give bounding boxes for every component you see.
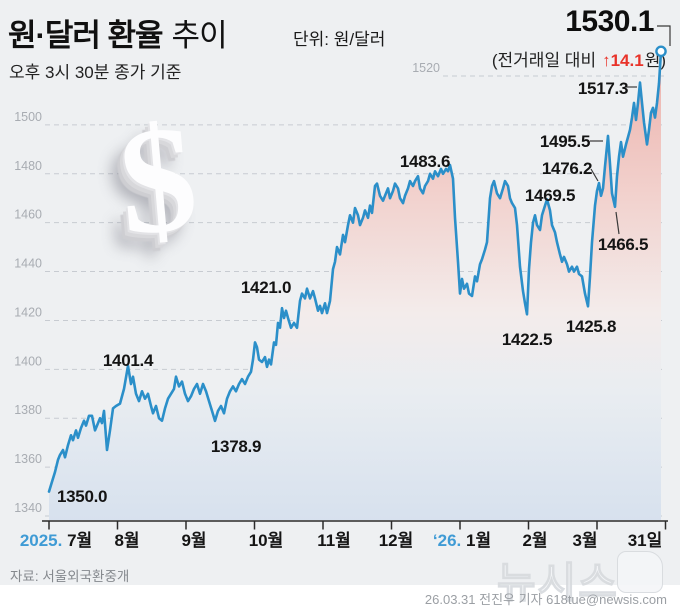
x-axis-label-5: 12월: [379, 531, 414, 550]
x-axis-label-4: 11월: [317, 531, 351, 550]
y-axis-label-1340: 1340: [14, 501, 42, 515]
subtitle: 오후 3시 30분 종가 기준: [9, 63, 182, 82]
series: [47, 45, 667, 521]
axes: 2025. 7월 8월 9월 10월 11월 12월 ‘26. 1월 2월 3월 31일: [20, 520, 668, 550]
x-axis-label-6: ‘26. 1월: [433, 531, 491, 550]
connector-1476: [590, 168, 599, 182]
delta-prefix: (전거래일 대비: [491, 51, 597, 70]
x-axis-label-7: 2월: [522, 531, 547, 550]
y-axis-label-1360: 1360: [14, 452, 42, 466]
y-axis-label-1460: 1460: [14, 208, 42, 222]
page-title: 원·달러 환율 추이: [8, 10, 228, 55]
area-fill: [49, 51, 661, 521]
connector-1530: [657, 25, 671, 46]
y-axis-label-1420: 1420: [14, 305, 42, 319]
newsis-logo-mark: [617, 551, 663, 593]
source-note: 자료: 서울외국환중개: [10, 569, 130, 584]
annotation-connectors: [590, 25, 671, 235]
bottom-white-strip: [0, 585, 680, 613]
y-axis-label-1400: 1400: [14, 354, 42, 368]
up-arrow-icon: ↑14.1: [602, 51, 644, 70]
x-axis-label-8: 3월: [572, 531, 597, 550]
x-axis-label-2: 9월: [181, 531, 206, 550]
newsis-watermark: 뉴시스: [496, 558, 619, 606]
current-value: 1530.1: [565, 5, 654, 38]
y-axis-label-1440: 1440: [14, 257, 42, 271]
connector-1466: [615, 211, 620, 235]
gridlines: 1340 1360 1380 1400 1420 1440 1460 1480 1500 1520: [14, 61, 666, 517]
y-axis-label-1380: 1380: [14, 403, 42, 417]
y-axis-label-1480: 1480: [14, 159, 42, 173]
title-main: 원·달러 환율: [8, 18, 164, 53]
latest-point-marker: [655, 45, 667, 58]
y-axis-label-1520: 1520: [412, 61, 440, 75]
x-axis-label-9: 31일: [628, 531, 663, 550]
x-axis-label-3: 10월: [249, 531, 284, 550]
y-axis-label-1500: 1500: [14, 110, 42, 124]
dollar-sign-icon: $: [112, 93, 204, 267]
byline-credit: 26.03.31 전진우 기자 618tue@newsis.com: [424, 592, 667, 607]
title-sub: 추이: [171, 18, 228, 53]
x-axis-label-1: 8월: [114, 531, 139, 550]
unit-label: 단위: 원/달러: [293, 30, 386, 49]
rate-line: [47, 50, 663, 493]
x-axis-label-0: 2025. 7월: [20, 531, 92, 550]
